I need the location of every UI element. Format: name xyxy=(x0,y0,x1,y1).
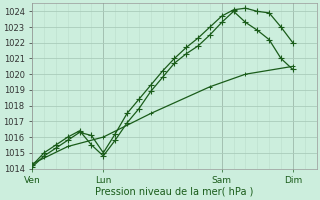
X-axis label: Pression niveau de la mer( hPa ): Pression niveau de la mer( hPa ) xyxy=(95,187,253,197)
